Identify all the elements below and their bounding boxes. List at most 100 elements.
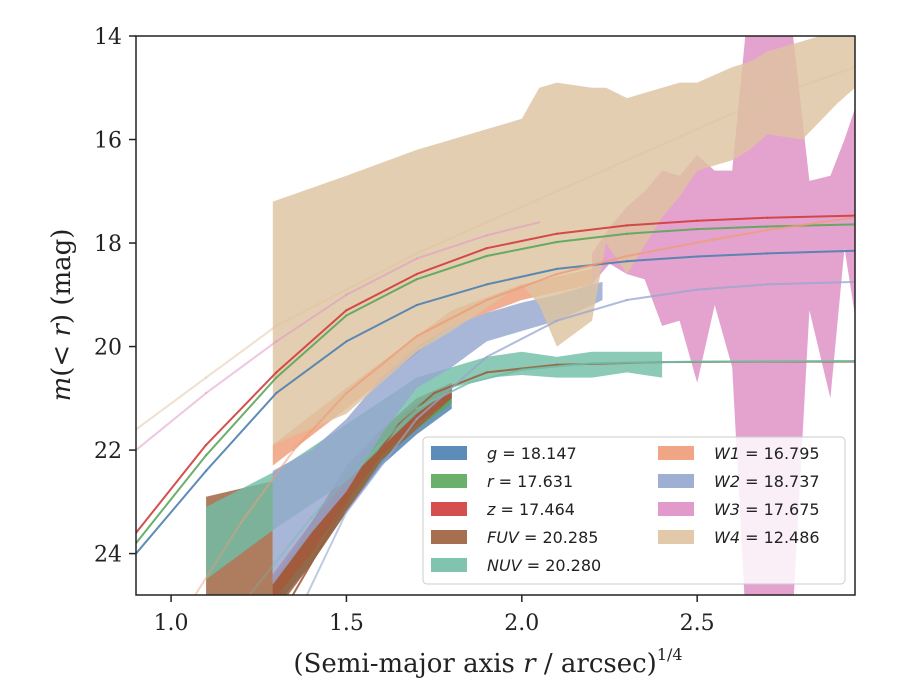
model-curve-w2 xyxy=(415,355,488,420)
legend-label-r: r = 17.631 xyxy=(487,472,573,491)
model-curve-nuv xyxy=(310,459,365,519)
legend-label-fuv: FUV = 20.285 xyxy=(487,528,598,547)
model-curve-w1 xyxy=(696,229,769,244)
model-curve-w1 xyxy=(415,299,488,338)
model-curve-z xyxy=(696,216,769,222)
model-curve-w4 xyxy=(766,66,855,100)
model-curve-z xyxy=(626,219,699,227)
legend-label-z: z = 17.464 xyxy=(486,500,575,519)
model-curve-g xyxy=(696,252,769,258)
model-curve-w2 xyxy=(766,280,855,286)
model-curve-nuv xyxy=(696,360,855,363)
model-curve-fuv xyxy=(485,363,558,374)
y-tick-label: 14 xyxy=(94,25,122,50)
model-curve-z xyxy=(485,232,558,250)
model-curve-w1 xyxy=(555,255,628,276)
model-curve-z xyxy=(415,247,488,276)
model-curve-fuv xyxy=(433,371,488,395)
legend-swatch-w1 xyxy=(658,446,694,460)
model-curve-w4 xyxy=(136,376,208,431)
model-curve-r xyxy=(136,454,208,545)
axis-ticks: 1.0 1.5 2.0 2.5 14 16 18 20 22 24 xyxy=(94,25,715,636)
model-curve-w4 xyxy=(345,252,418,291)
model-curve-z xyxy=(136,443,208,534)
legend-box xyxy=(422,436,846,585)
legend-swatch-z xyxy=(431,502,467,516)
y-tick-label: 16 xyxy=(94,129,122,154)
y-tick-label: 18 xyxy=(94,232,122,257)
model-curve-g xyxy=(136,469,208,555)
model-curve-w4 xyxy=(555,159,628,193)
legend-swatch-w2 xyxy=(658,474,694,488)
model-curve-nuv xyxy=(591,360,699,365)
model-curve-g xyxy=(485,267,558,286)
model-curve-r xyxy=(766,223,855,228)
y-tick-label: 20 xyxy=(94,336,122,361)
x-tick-label: 1.0 xyxy=(154,611,189,636)
model-curve-r xyxy=(205,376,278,457)
model-curve-z xyxy=(275,309,348,374)
model-curve-z xyxy=(205,371,278,446)
model-curve-r xyxy=(626,228,699,235)
model-curve-r xyxy=(696,225,769,231)
model-curve-w4 xyxy=(485,190,558,224)
y-axis-title: m(< r) (mag) xyxy=(47,229,77,402)
model-curve-w4 xyxy=(205,324,278,379)
model-curve-w2 xyxy=(345,418,418,514)
legend-label-w2: W2 = 18.737 xyxy=(714,472,820,491)
model-curve-r xyxy=(485,241,558,257)
model-curve-nuv xyxy=(468,368,523,384)
model-curve-g xyxy=(626,255,699,263)
model-curve-w3 xyxy=(415,234,488,260)
model-curve-w1 xyxy=(240,449,295,524)
model-curve-z xyxy=(766,214,855,219)
model-curve-w2 xyxy=(305,511,348,595)
legend-label-g: g = 18.147 xyxy=(487,444,577,463)
x-tick-label: 1.5 xyxy=(329,611,364,636)
model-curve-w1 xyxy=(626,241,699,257)
model-curve-w3 xyxy=(205,340,278,395)
model-curve-fuv xyxy=(291,531,330,595)
x-tick-label: 2.5 xyxy=(680,611,715,636)
legend-swatch-g xyxy=(431,446,467,460)
legend-swatch-fuv xyxy=(431,530,467,544)
model-curve-r xyxy=(555,232,628,243)
model-curve-w3 xyxy=(345,257,418,296)
model-curve-w4 xyxy=(415,221,488,255)
model-curve-w3 xyxy=(485,221,541,237)
legend: g = 18.147 r = 17.631 z = 17.464 FUV = 20.2… xyxy=(422,436,846,585)
model-curve-g xyxy=(766,249,855,255)
model-curve-w4 xyxy=(275,288,348,327)
model-curve-g xyxy=(275,340,348,395)
legend-label-w3: W3 = 17.675 xyxy=(714,500,820,519)
model-curve-w1 xyxy=(194,521,243,595)
model-curve-w1 xyxy=(345,335,418,395)
y-tick-label: 24 xyxy=(94,543,122,568)
legend-swatch-nuv xyxy=(431,558,467,572)
model-curve-w1 xyxy=(485,273,558,301)
model-curve-z xyxy=(345,273,418,312)
model-curve-w1 xyxy=(292,392,348,452)
model-curve-w2 xyxy=(626,288,699,301)
model-curves xyxy=(136,66,855,595)
model-curve-w4 xyxy=(696,97,769,131)
model-curve-nuv xyxy=(363,407,418,462)
model-curve-g xyxy=(415,283,488,307)
model-curve-w3 xyxy=(136,392,208,452)
legend-swatch-w4 xyxy=(658,530,694,544)
legend-label-nuv: NUV = 20.280 xyxy=(487,556,601,575)
plot-frame xyxy=(135,35,856,596)
model-curve-w1 xyxy=(766,216,855,232)
model-curve-r xyxy=(275,314,348,379)
x-axis-title: (Semi-major axis r / arcsec)1/4 xyxy=(293,645,682,679)
model-curve-z xyxy=(555,224,628,235)
model-curve-w3 xyxy=(275,293,348,343)
model-curve-nuv xyxy=(520,362,593,371)
model-curve-fuv xyxy=(327,469,365,534)
x-tick-label: 2.0 xyxy=(504,611,539,636)
model-curve-w2 xyxy=(555,299,628,322)
y-tick-label: 22 xyxy=(94,439,122,464)
legend-swatch-w3 xyxy=(658,502,694,516)
model-curve-r xyxy=(345,278,418,317)
